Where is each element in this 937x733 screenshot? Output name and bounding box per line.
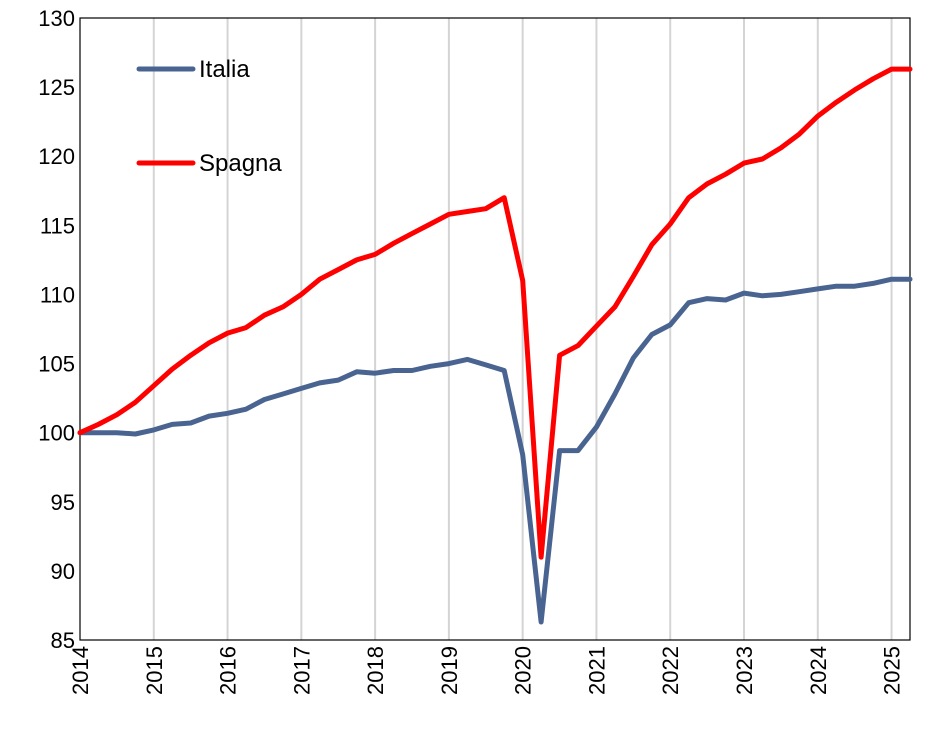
legend: Italia Spagna (136, 56, 282, 177)
y-tick-label: 120 (38, 144, 75, 169)
y-tick-label: 130 (38, 6, 75, 31)
series-line-spagna (77, 66, 913, 560)
y-tick-label: 90 (51, 559, 75, 584)
legend-label-spagna: Spagna (199, 150, 282, 177)
x-tick-label: 2018 (363, 646, 388, 695)
y-tick-label: 110 (40, 282, 75, 307)
x-tick-label: 2017 (289, 646, 314, 695)
y-tick-label: 115 (40, 213, 75, 238)
x-tick-label: 2021 (584, 646, 609, 695)
x-tick-label: 2023 (732, 646, 757, 695)
series-line-italia (77, 276, 913, 625)
y-tick-label: 95 (51, 490, 75, 515)
x-tick-label: 2025 (880, 646, 905, 695)
x-tick-label: 2022 (658, 646, 683, 695)
series-lines (77, 66, 913, 625)
y-tick-label: 125 (38, 75, 75, 100)
y-tick-label: 105 (38, 352, 75, 377)
legend-label-italia: Italia (199, 56, 250, 83)
x-tick-label: 2014 (68, 646, 93, 695)
x-tick-label: 2016 (216, 646, 241, 695)
gridlines (152, 18, 893, 640)
plot-frame (79, 17, 911, 641)
x-tick-label: 2020 (511, 646, 536, 695)
x-tick-label: 2024 (806, 646, 831, 695)
x-tick-label: 2019 (437, 646, 462, 695)
y-tick-label: 85 (51, 628, 75, 653)
y-axis-ticks: 130 125 120 115 110 105 100 95 90 85 (38, 6, 75, 653)
x-axis-ticks: 2014 2015 2016 2017 2018 2019 2020 2021 2022 2023… (68, 646, 905, 695)
x-tick-label: 2015 (142, 646, 167, 695)
y-tick-label: 100 (38, 421, 75, 446)
